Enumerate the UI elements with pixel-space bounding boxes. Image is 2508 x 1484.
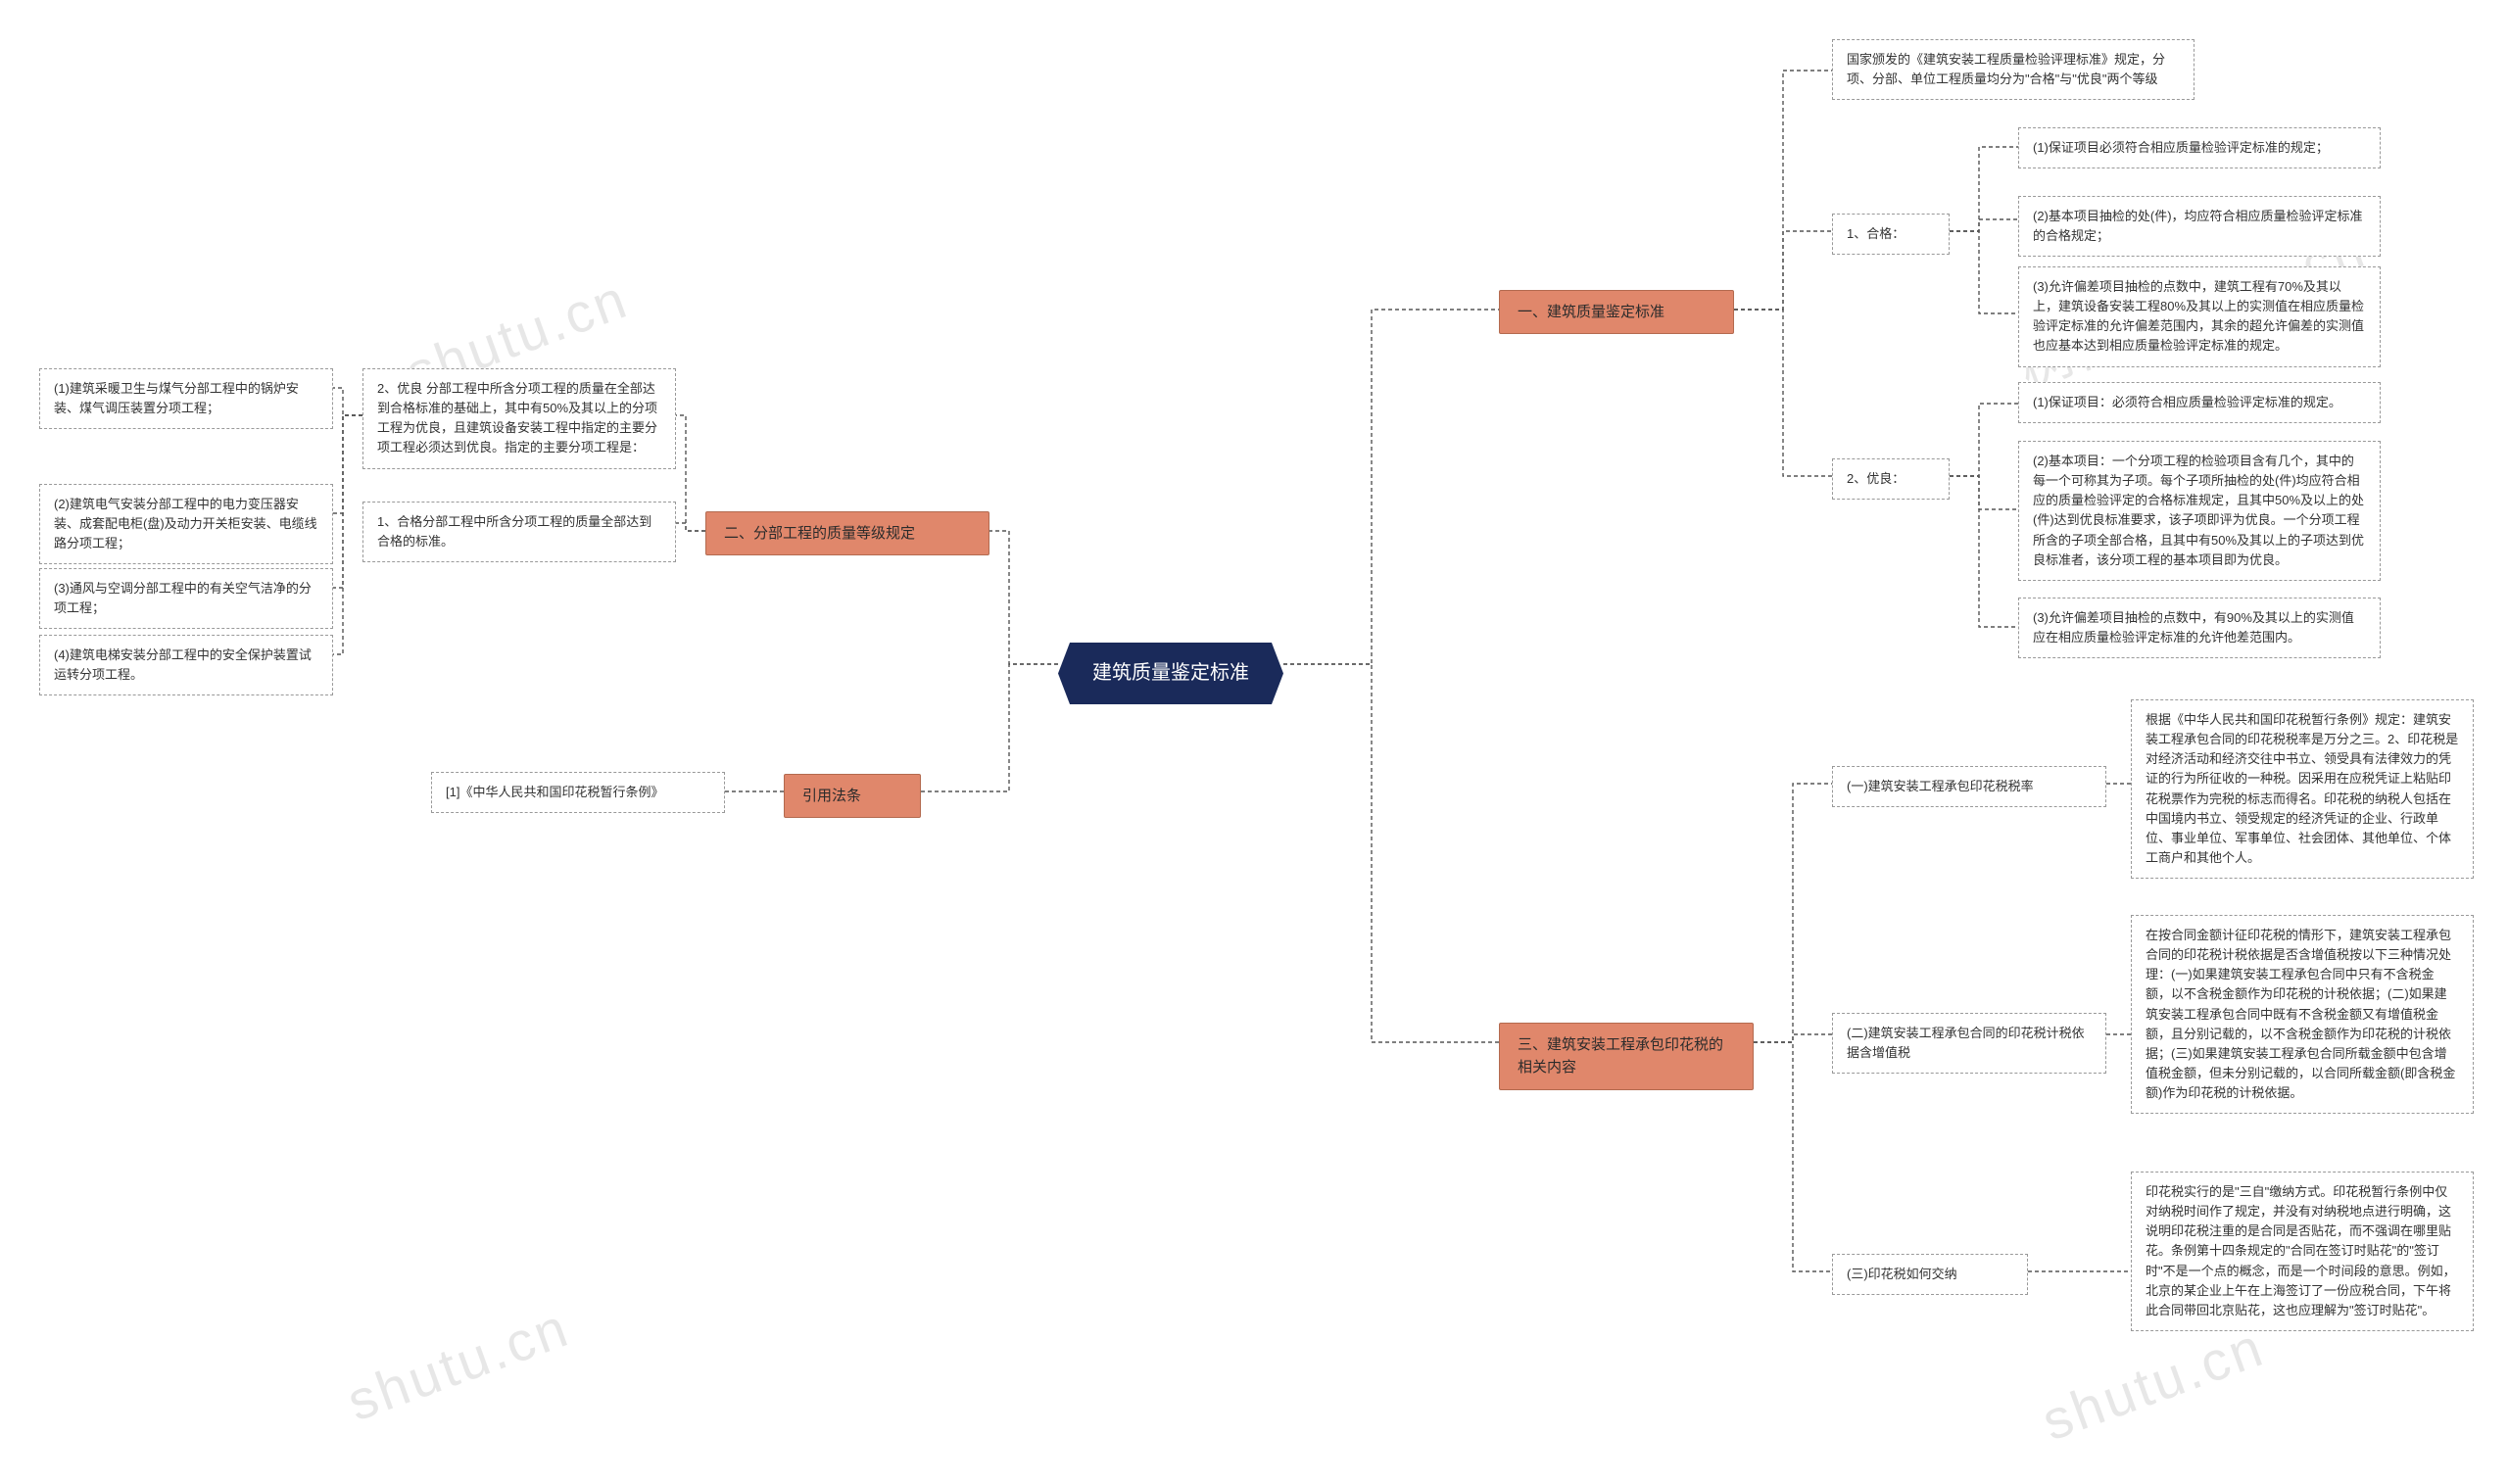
watermark: shutu.cn [2034, 1315, 2273, 1454]
leaf-b2-2-1: (1)建筑采暖卫生与煤气分部工程中的锅炉安装、煤气调压装置分项工程； [39, 368, 333, 429]
branch-citation: 引用法条 [784, 774, 921, 818]
leaf-b2-1: 1、合格分部工程中所含分项工程的质量全部达到合格的标准。 [362, 502, 676, 562]
leaf-b2-2-4: (4)建筑电梯安装分部工程中的安全保护装置试运转分项工程。 [39, 635, 333, 695]
leaf-b1-2-2: (2)基本项目：一个分项工程的检验项目含有几个，其中的每一个可称其为子项。每个子… [2018, 441, 2381, 581]
leaf-b1-1-1: (1)保证项目必须符合相应质量检验评定标准的规定； [2018, 127, 2381, 168]
leaf-b2-2: 2、优良 分部工程中所含分项工程的质量在全部达到合格标准的基础上，其中有50%及… [362, 368, 676, 469]
leaf-b3-1d: 根据《中华人民共和国印花税暂行条例》规定：建筑安装工程承包合同的印花税税率是万分… [2131, 699, 2474, 879]
leaf-b3-3: (三)印花税如何交纳 [1832, 1254, 2028, 1295]
leaf-b1-intro: 国家颁发的《建筑安装工程质量检验评理标准》规定，分项、分部、单位工程质量均分为"… [1832, 39, 2194, 100]
watermark: shutu.cn [339, 1295, 578, 1434]
leaf-b1-1: 1、合格： [1832, 214, 1950, 255]
leaf-b1-2: 2、优良： [1832, 458, 1950, 500]
leaf-b1-1-2: (2)基本项目抽检的处(件)，均应符合相应质量检验评定标准的合格规定； [2018, 196, 2381, 257]
leaf-b1-2-1: (1)保证项目：必须符合相应质量检验评定标准的规定。 [2018, 382, 2381, 423]
branch-stamp-tax: 三、建筑安装工程承包印花税的相关内容 [1499, 1023, 1754, 1090]
branch-quality-standard: 一、建筑质量鉴定标准 [1499, 290, 1734, 334]
leaf-b3-1: (一)建筑安装工程承包印花税税率 [1832, 766, 2106, 807]
leaf-b1-1-3: (3)允许偏差项目抽检的点数中，建筑工程有70%及其以上，建筑设备安装工程80%… [2018, 266, 2381, 367]
leaf-b4-1: [1]《中华人民共和国印花税暂行条例》 [431, 772, 725, 813]
leaf-b1-2-3: (3)允许偏差项目抽检的点数中，有90%及其以上的实测值应在相应质量检验评定标准… [2018, 598, 2381, 658]
root-node: 建筑质量鉴定标准 [1058, 643, 1283, 704]
leaf-b2-2-2: (2)建筑电气安装分部工程中的电力变压器安装、成套配电柜(盘)及动力开关柜安装、… [39, 484, 333, 564]
branch-subdivision: 二、分部工程的质量等级规定 [705, 511, 989, 555]
leaf-b3-2: (二)建筑安装工程承包合同的印花税计税依据含增值税 [1832, 1013, 2106, 1074]
leaf-b2-2-3: (3)通风与空调分部工程中的有关空气洁净的分项工程； [39, 568, 333, 629]
leaf-b3-2d: 在按合同金额计征印花税的情形下，建筑安装工程承包合同的印花税计税依据是否含增值税… [2131, 915, 2474, 1114]
leaf-b3-3d: 印花税实行的是"三自"缴纳方式。印花税暂行条例中仅对纳税时间作了规定，并没有对纳… [2131, 1172, 2474, 1331]
